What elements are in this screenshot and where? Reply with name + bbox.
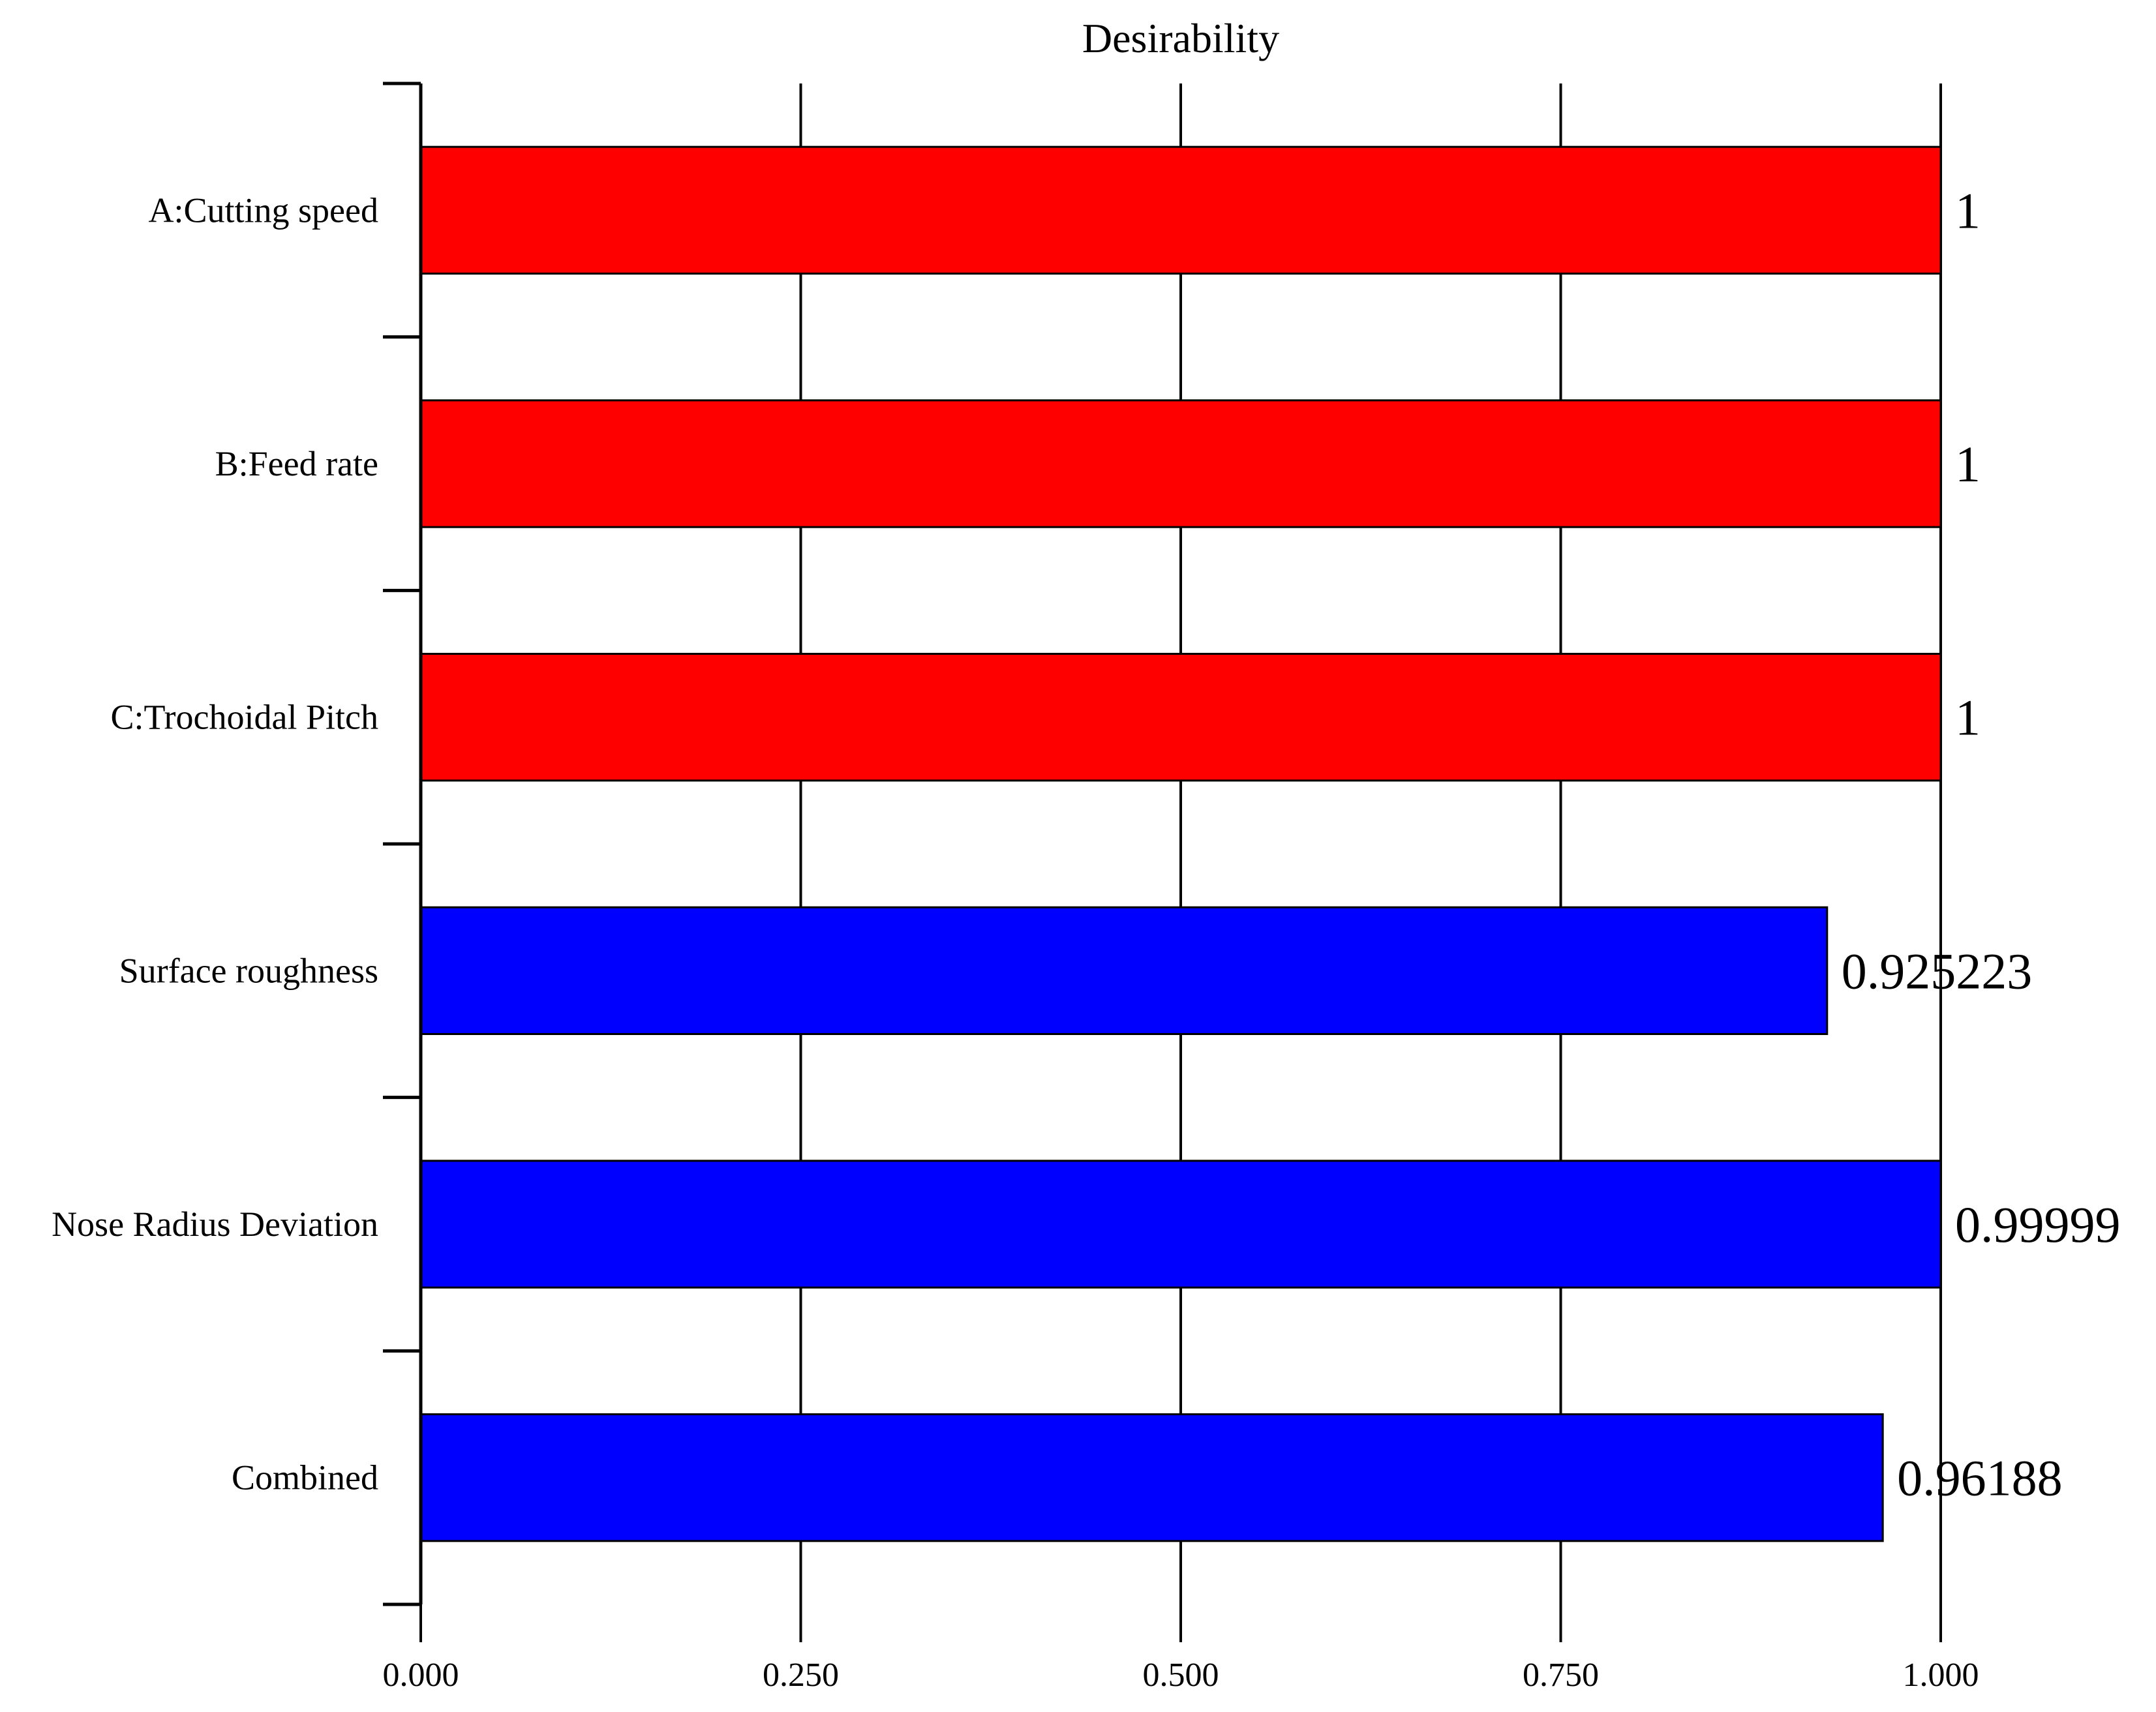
bar-3 — [419, 906, 1829, 1035]
category-label-0: A:Cutting speed — [149, 190, 378, 230]
value-label-5: 0.96188 — [1897, 1450, 2063, 1507]
x-tick-label-2: 0.500 — [1143, 1657, 1219, 1694]
axes — [383, 82, 1942, 1642]
value-label-2: 1 — [1955, 689, 1981, 746]
category-label-5: Combined — [232, 1458, 378, 1497]
x-tick-label-4: 1.000 — [1903, 1657, 1979, 1694]
labels: A:Cutting speed 1 B:Feed rate 1 C:Trochoidal… — [52, 182, 2120, 1694]
bar-5 — [419, 1413, 1884, 1542]
bar-4 — [419, 1160, 1942, 1289]
category-label-1: B:Feed rate — [215, 444, 378, 483]
chart-title: Desirability — [1082, 15, 1279, 61]
bars — [419, 145, 1942, 1542]
x-tick-label-3: 0.750 — [1523, 1657, 1599, 1694]
category-label-4: Nose Radius Deviation — [52, 1205, 378, 1244]
value-label-4: 0.99999 — [1955, 1196, 2121, 1253]
category-label-2: C:Trochoidal Pitch — [110, 698, 378, 737]
value-label-0: 1 — [1955, 182, 1981, 239]
category-label-3: Surface roughness — [119, 951, 378, 990]
bar-2 — [419, 653, 1942, 782]
value-label-1: 1 — [1955, 436, 1981, 492]
x-tick-label-1: 0.250 — [763, 1657, 839, 1694]
bar-0 — [419, 145, 1942, 275]
bar-1 — [419, 399, 1942, 528]
x-tick-label-0: 0.000 — [383, 1657, 459, 1694]
value-label-3: 0.925223 — [1842, 942, 2033, 999]
grid-lines — [419, 83, 1942, 1604]
